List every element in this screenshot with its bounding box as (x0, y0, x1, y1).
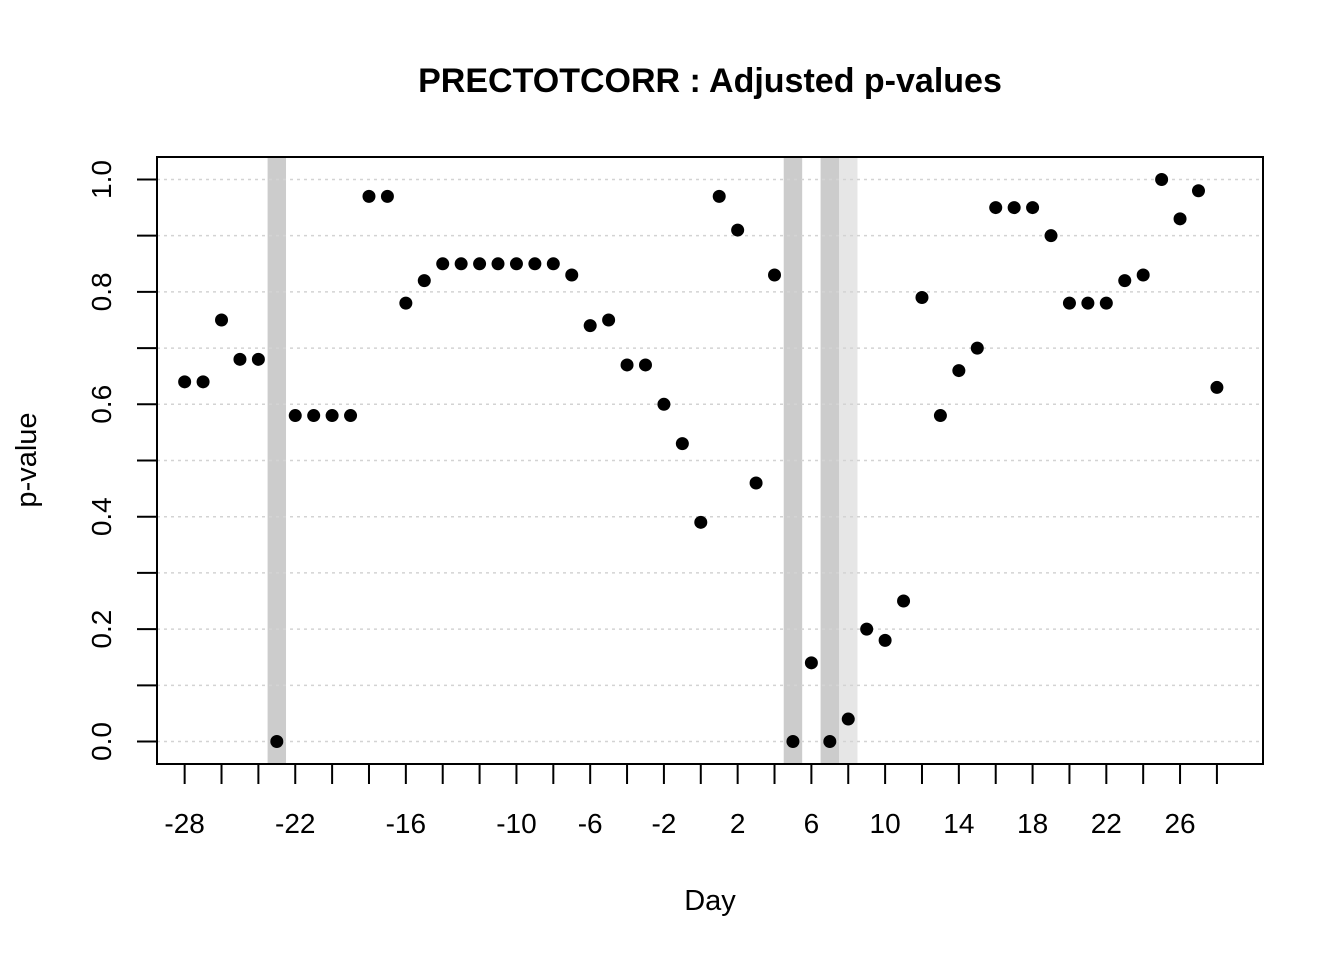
data-point (546, 257, 560, 271)
data-point (860, 622, 874, 636)
y-axis: 0.0 0.2 0.4 0.6 0.8 1.0 (86, 160, 157, 761)
x-tick-label: 22 (1091, 808, 1122, 839)
y-tick-label: 0.6 (86, 385, 117, 424)
data-point (362, 189, 376, 203)
data-point (251, 352, 265, 366)
chart-title: PRECTOTCORR : Adjusted p-values (418, 62, 1002, 100)
data-point (1062, 296, 1076, 310)
data-point (325, 409, 339, 423)
y-tick-label: 1.0 (86, 160, 117, 199)
x-tick-label: 10 (870, 808, 901, 839)
data-point (1173, 212, 1187, 226)
data-point (823, 735, 837, 749)
data-point (1007, 201, 1021, 215)
x-axis-label: Day (684, 885, 736, 917)
data-point (878, 633, 892, 647)
data-point (288, 409, 302, 423)
data-point (196, 375, 210, 389)
data-point (786, 735, 800, 749)
data-point (1155, 172, 1169, 186)
y-axis-label: p-value (11, 412, 43, 507)
data-point (344, 409, 358, 423)
data-point (233, 352, 247, 366)
x-tick-label: 26 (1164, 808, 1195, 839)
x-tick-label: -22 (275, 808, 315, 839)
data-point (841, 712, 855, 726)
data-point (1191, 184, 1205, 198)
x-tick-label: 6 (804, 808, 820, 839)
data-point (454, 257, 468, 271)
data-point (1044, 229, 1058, 243)
data-point (712, 189, 726, 203)
x-tick-label: -2 (651, 808, 676, 839)
data-point (380, 189, 394, 203)
data-point (768, 268, 782, 282)
data-points (178, 172, 1224, 749)
y-tick-label: 0.0 (86, 722, 117, 761)
data-point (215, 313, 229, 327)
data-point (657, 397, 671, 411)
y-tick-label: 0.2 (86, 610, 117, 649)
data-point (583, 319, 597, 333)
data-point (1081, 296, 1095, 310)
highlight-band (783, 157, 803, 764)
data-point (804, 656, 818, 670)
data-point (417, 274, 431, 288)
y-gridlines (157, 178, 1263, 743)
x-tick-label: -10 (496, 808, 536, 839)
x-tick-label: 18 (1017, 808, 1048, 839)
data-point (270, 735, 284, 749)
x-tick-label: -16 (386, 808, 426, 839)
data-point (528, 257, 542, 271)
data-point (694, 515, 708, 529)
x-tick-label: 14 (943, 808, 974, 839)
data-point (491, 257, 505, 271)
y-tick-label: 0.4 (86, 497, 117, 536)
y-tick-label: 0.8 (86, 272, 117, 311)
data-point (731, 223, 745, 237)
data-point (952, 364, 966, 378)
data-point (1026, 201, 1040, 215)
highlight-bands (267, 157, 858, 764)
x-axis: -28 -22 -16 -10 -6 -2 2 6 10 14 18 22 26 (164, 764, 1218, 839)
data-point (399, 296, 413, 310)
data-point (989, 201, 1003, 215)
data-point (638, 358, 652, 372)
data-point (1136, 268, 1150, 282)
data-point (509, 257, 523, 271)
data-point (933, 409, 947, 423)
data-point (307, 409, 321, 423)
data-point (970, 341, 984, 355)
data-point (178, 375, 192, 389)
data-point (915, 291, 929, 305)
data-point (436, 257, 450, 271)
x-tick-label: -6 (578, 808, 603, 839)
data-point (602, 313, 616, 327)
data-point (1099, 296, 1113, 310)
data-point (675, 437, 689, 451)
data-point (620, 358, 634, 372)
data-point (565, 268, 579, 282)
highlight-band (839, 157, 858, 764)
data-point (473, 257, 487, 271)
data-point (897, 594, 911, 608)
data-point (1210, 380, 1224, 394)
x-tick-label: -28 (164, 808, 204, 839)
data-point (1118, 274, 1132, 288)
data-point (749, 476, 763, 490)
x-tick-label: 2 (730, 808, 746, 839)
